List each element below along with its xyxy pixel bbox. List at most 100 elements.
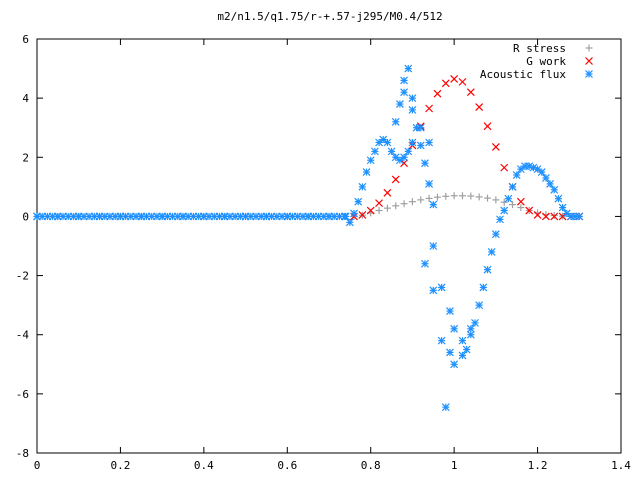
data-point xyxy=(366,206,375,215)
data-point xyxy=(537,168,546,176)
data-point xyxy=(421,159,429,168)
data-point xyxy=(516,165,525,174)
data-point xyxy=(500,206,509,215)
data-point xyxy=(458,351,467,360)
data-point xyxy=(400,153,409,162)
data-point xyxy=(400,76,409,85)
data-point xyxy=(362,168,371,176)
data-point xyxy=(475,301,484,310)
x-tick-label: 0.2 xyxy=(110,459,130,472)
data-point xyxy=(450,360,459,369)
legend-marker-acoustic-flux xyxy=(585,70,593,78)
data-point xyxy=(562,209,571,218)
data-point xyxy=(467,192,475,200)
data-point xyxy=(508,182,517,191)
series-acoustic-flux-baseline xyxy=(33,212,349,221)
data-point xyxy=(504,194,513,203)
data-point xyxy=(466,88,475,97)
data-point xyxy=(533,165,542,174)
x-axis-ticks: 0 0.2 0.4 0.6 0.8 1 1.2 1.4 xyxy=(34,39,631,472)
data-point xyxy=(483,265,492,274)
data-point xyxy=(429,200,438,209)
data-point xyxy=(484,194,492,202)
data-point xyxy=(450,74,459,83)
data-point xyxy=(421,259,429,268)
data-point xyxy=(550,212,559,221)
data-point xyxy=(487,247,496,256)
data-point xyxy=(433,89,442,98)
data-point xyxy=(400,200,408,208)
data-point xyxy=(442,192,450,200)
data-point xyxy=(462,345,471,354)
legend-label-g-work: G work xyxy=(526,55,566,68)
plot-frame xyxy=(36,38,622,454)
data-point xyxy=(450,324,459,333)
data-point xyxy=(383,188,392,197)
data-point xyxy=(231,212,240,221)
series-g-work xyxy=(350,74,584,221)
data-point xyxy=(479,283,488,292)
data-point xyxy=(408,138,417,147)
data-point xyxy=(379,135,388,144)
data-point xyxy=(383,138,392,147)
data-point xyxy=(437,283,446,292)
data-point xyxy=(491,230,500,239)
data-point xyxy=(416,141,425,150)
data-point xyxy=(458,192,466,200)
data-point xyxy=(392,202,400,210)
data-point xyxy=(433,193,441,201)
data-point xyxy=(441,79,450,88)
data-point xyxy=(500,163,509,172)
x-tick-label: 1.4 xyxy=(611,459,631,472)
y-tick-label: 6 xyxy=(22,33,29,46)
data-point xyxy=(446,307,454,315)
data-point xyxy=(450,192,458,200)
data-point xyxy=(500,198,508,206)
data-point xyxy=(400,88,409,97)
data-point xyxy=(408,198,416,206)
data-point xyxy=(466,330,475,339)
legend-item-r-stress: R stress xyxy=(513,42,593,55)
data-point xyxy=(558,212,567,221)
data-point xyxy=(429,242,438,250)
data-point xyxy=(509,201,517,209)
data-point xyxy=(408,106,417,114)
data-point xyxy=(375,207,383,215)
data-point xyxy=(441,403,450,412)
data-point xyxy=(466,324,475,333)
data-point xyxy=(417,196,425,204)
y-tick-label: 2 xyxy=(22,151,29,164)
chart-title: m2/n1.5/q1.75/r-+.57-j295/M0.4/512 xyxy=(217,10,442,23)
data-point xyxy=(425,138,434,147)
legend-swatch xyxy=(585,70,593,78)
y-tick-label: -2 xyxy=(16,270,29,283)
data-point xyxy=(408,94,417,103)
y-axis-ticks: -8 -6 -4 -2 0 2 4 6 xyxy=(16,33,621,460)
data-point xyxy=(541,212,550,221)
legend-label-r-stress: R stress xyxy=(513,42,566,55)
data-point xyxy=(395,156,404,165)
data-point xyxy=(340,212,349,221)
data-point xyxy=(404,147,413,156)
data-point xyxy=(358,182,367,191)
series-layer xyxy=(33,64,584,412)
legend-item-acoustic-flux: Acoustic flux xyxy=(480,68,593,81)
y-tick-label: -8 xyxy=(16,447,29,460)
data-point xyxy=(425,179,434,188)
data-point xyxy=(391,175,400,184)
y-tick-label: -6 xyxy=(16,388,29,401)
data-point xyxy=(554,194,563,203)
legend-marker-r-stress xyxy=(585,44,593,52)
data-point xyxy=(475,103,484,111)
data-point xyxy=(358,211,367,219)
data-point xyxy=(395,100,404,108)
data-point xyxy=(354,197,363,206)
data-point xyxy=(558,203,567,212)
data-point xyxy=(492,196,500,204)
data-point xyxy=(387,147,396,156)
data-point xyxy=(425,194,433,202)
x-tick-label: 1 xyxy=(451,459,458,472)
data-point xyxy=(437,336,446,345)
legend: R stress G work Acoustic flux xyxy=(480,42,593,81)
data-point xyxy=(483,122,492,131)
